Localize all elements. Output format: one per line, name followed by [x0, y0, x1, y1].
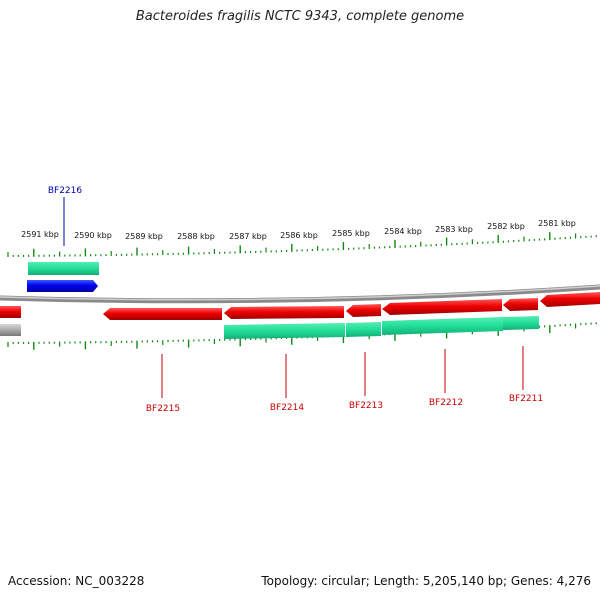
scale-label-2589: 2589 kbp	[125, 232, 163, 241]
genome-backbone	[0, 284, 600, 304]
accession-text: Accession: NC_003228	[8, 574, 145, 588]
gene-label-bf2214[interactable]: BF2214	[270, 403, 305, 413]
cds-band-bf2213[interactable]	[346, 322, 381, 337]
gene-bf2216-arrow[interactable]	[27, 280, 98, 292]
upper-tick-row	[7, 232, 597, 257]
gene-right-partial-arrow[interactable]	[540, 292, 600, 307]
gene-bf2211-arrow[interactable]	[503, 298, 538, 311]
scale-label-2585: 2585 kbp	[332, 229, 370, 238]
scale-label-2582: 2582 kbp	[487, 222, 525, 231]
gene-label-bf2215[interactable]: BF2215	[146, 404, 180, 414]
gene-label-bf2213[interactable]: BF2213	[349, 401, 383, 411]
scale-label-2591: 2591 kbp	[21, 230, 59, 239]
genome-backbone-highlight	[0, 285, 600, 301]
gene-left-partial-arrow[interactable]	[0, 306, 21, 318]
scale-label-2588: 2588 kbp	[177, 232, 215, 241]
gene-label-bf2211[interactable]: BF2211	[509, 394, 543, 404]
cds-band-bf2211[interactable]	[503, 316, 539, 330]
gene-label-bf2212[interactable]: BF2212	[429, 398, 463, 408]
cds-band-bf2214[interactable]	[224, 323, 345, 339]
scale-label-2587: 2587 kbp	[229, 232, 267, 241]
gene-label-bf2216[interactable]: BF2216	[48, 186, 83, 196]
map-title: Bacteroides fragilis NCTC 9343, complete…	[135, 9, 465, 24]
gene-bf2214-arrow[interactable]	[224, 306, 344, 319]
scale-label-2583: 2583 kbp	[435, 225, 473, 234]
scale-label-2590: 2590 kbp	[74, 231, 112, 240]
gray-partial-band	[0, 324, 21, 336]
scale-label-2586: 2586 kbp	[280, 231, 318, 240]
scale-label-2584: 2584 kbp	[384, 227, 422, 236]
cds-band-bf2216[interactable]	[28, 262, 99, 275]
scale-label-2581: 2581 kbp	[538, 219, 576, 228]
cds-band-bf2212[interactable]	[382, 317, 503, 335]
scale-labels: 2591 kbp 2590 kbp 2589 kbp 2588 kbp 2587…	[21, 219, 576, 241]
genome-summary-text: Topology: circular; Length: 5,205,140 bp…	[261, 574, 591, 588]
gene-bf2212-arrow[interactable]	[382, 299, 502, 315]
gene-bf2215-arrow[interactable]	[103, 308, 222, 320]
gene-bf2213-arrow[interactable]	[346, 304, 381, 317]
